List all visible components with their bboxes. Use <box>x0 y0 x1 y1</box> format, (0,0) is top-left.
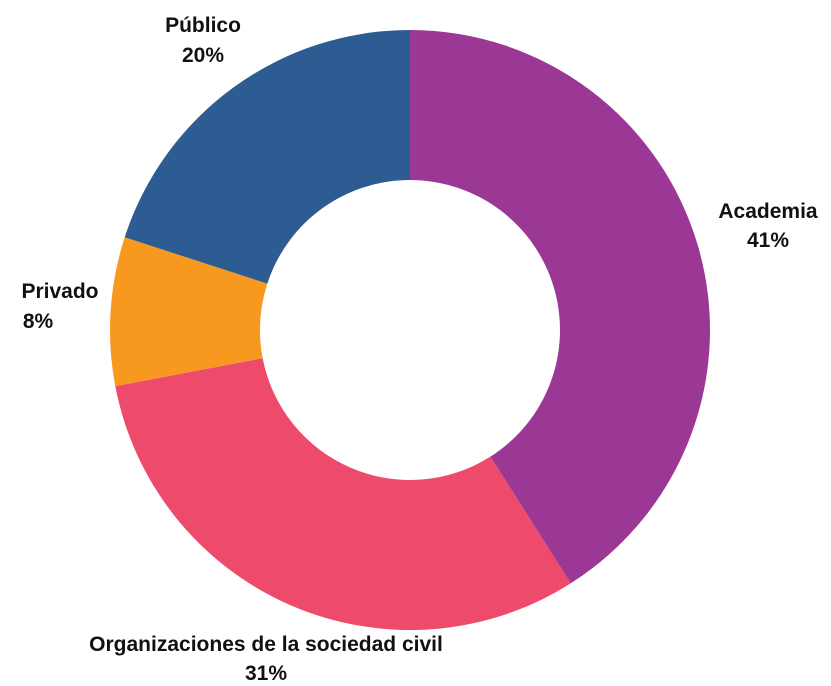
slice-label-publico: Público <box>165 14 241 37</box>
slice-organizaciones <box>115 358 571 631</box>
donut-slices <box>109 30 711 631</box>
slice-publico <box>124 30 410 284</box>
slice-value-publico: 20% <box>182 44 224 67</box>
slice-label-academia: Academia <box>718 200 818 223</box>
slice-label-organizaciones: Organizaciones de la sociedad civil <box>89 633 443 656</box>
slice-academia <box>410 30 711 584</box>
slice-value-academia: 41% <box>747 229 789 252</box>
slice-value-organizaciones: 31% <box>245 662 287 685</box>
slice-label-privado: Privado <box>21 280 98 303</box>
slice-labels: Academia 41% Organizaciones de la socied… <box>21 14 817 685</box>
slice-value-privado: 8% <box>23 310 54 333</box>
slice-privado <box>109 237 268 387</box>
